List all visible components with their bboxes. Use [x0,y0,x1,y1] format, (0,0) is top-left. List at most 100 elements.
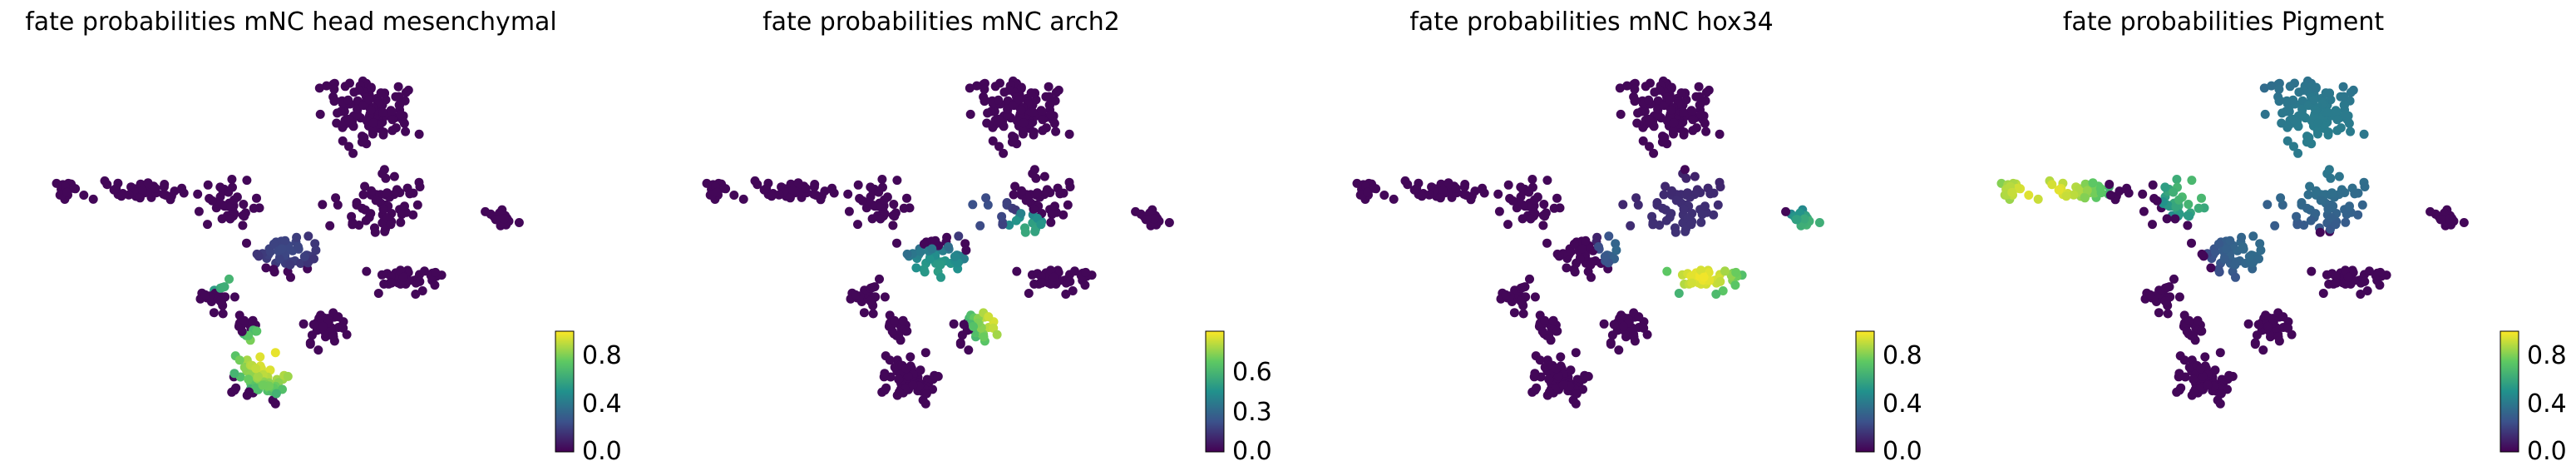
cell-point [265,365,275,375]
cell-point [2332,107,2342,117]
cell-point [944,242,953,251]
cell-point [362,266,372,276]
plot-title: fate probabilities mNC arch2 [762,7,1120,37]
cell-point [333,108,343,118]
cell-point [415,182,425,191]
cell-point [1016,82,1026,92]
cell-point [342,330,352,340]
cell-point [2183,221,2193,231]
cell-point [1537,326,1547,336]
cell-point [810,180,820,189]
colorbar-tick-label: 0.0 [582,437,622,466]
cell-point [1142,215,1152,225]
cell-point [251,364,261,374]
cell-point [899,203,909,213]
cell-point [1713,200,1723,210]
cell-point [1026,88,1036,98]
cell-point [2222,244,2232,254]
cell-point [2365,266,2374,276]
cell-point [888,221,898,231]
cell-point [2299,221,2309,230]
cell-point [1460,180,1470,189]
cell-point [820,186,830,196]
cell-point [1687,107,1697,117]
cell-point [889,200,899,209]
cell-point [361,216,371,226]
cell-point [1696,110,1706,120]
cell-point [239,315,249,325]
cell-point [1633,108,1643,118]
cell-point [1424,190,1434,200]
cell-point [340,82,350,92]
cell-point [1363,187,1373,197]
cell-point [1615,83,1625,93]
cell-point [2312,126,2322,136]
cell-point [344,141,353,151]
cell-point [1690,171,1700,181]
cell-point [220,282,229,292]
cell-point [2238,242,2248,251]
cell-point [2169,187,2179,197]
cell-point [1701,87,1711,97]
cell-point [1004,221,1014,230]
cell-point [2375,280,2385,290]
cell-point [2287,330,2297,340]
cell-point [1012,266,1022,276]
cell-point [867,214,877,224]
cell-point [347,211,357,221]
cell-point [1686,220,1696,230]
cell-point [1631,96,1641,106]
cell-point [224,187,234,197]
cell-point [1516,296,1526,306]
cell-point [1781,206,1791,216]
cell-point [2332,126,2342,136]
cell-point [322,81,332,91]
cell-point [843,189,853,199]
cell-point [767,191,777,201]
cell-point [1606,340,1616,350]
colorbar-tick-label: 0.8 [1883,341,1922,370]
cell-point [109,185,119,195]
cell-point [2356,290,2366,299]
cell-point [396,110,406,120]
cell-point [2198,371,2208,381]
cell-point [1552,326,1562,336]
cell-point [1718,286,1728,295]
cell-point [1059,210,1068,220]
cell-point [2339,100,2349,110]
cell-point [252,193,261,203]
cell-point [358,101,368,111]
cell-point [1594,242,1603,251]
cell-point [1470,186,1480,196]
cell-point [1516,182,1526,192]
cell-point [412,200,422,210]
colorbar-gradient [2500,330,2519,453]
cell-point [387,115,397,125]
cell-point [229,292,239,302]
cell-point [870,282,880,292]
cell-point [2007,187,2017,197]
cell-point [2359,129,2369,139]
cell-point [2436,215,2446,225]
cell-point [1583,371,1593,381]
cell-point [366,105,376,115]
cell-point [348,220,358,230]
cell-point [499,214,509,224]
cell-point [887,326,897,336]
cell-point [1029,165,1039,175]
colorbar: 0.0 0.3 0.6 [1205,330,1272,466]
cell-point [1530,369,1540,379]
cell-point [968,200,978,210]
cell-point [378,107,388,117]
cell-point [343,95,353,105]
cell-point [892,238,901,248]
cell-point [992,330,1002,340]
scatter-points [1996,76,2469,409]
cell-point [193,189,203,199]
cell-point [2334,171,2344,181]
cell-point [1626,221,1636,231]
cell-point [2213,239,2223,249]
cell-point [866,296,876,306]
cell-point [393,82,403,92]
